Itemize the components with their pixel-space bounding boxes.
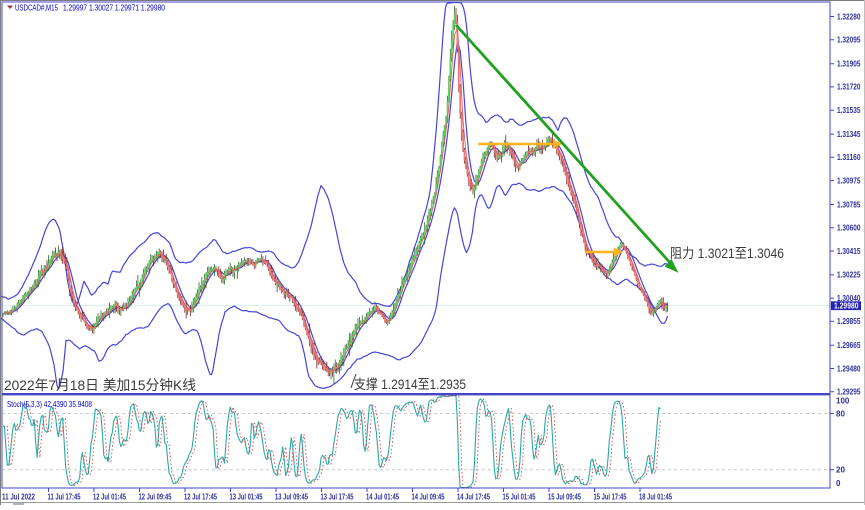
svg-text:1.29665: 1.29665 xyxy=(837,341,861,350)
svg-text:1.32280: 1.32280 xyxy=(837,12,861,21)
svg-text:1.31345: 1.31345 xyxy=(837,130,861,139)
svg-text:1.29855: 1.29855 xyxy=(837,317,861,326)
svg-text:1.29295: 1.29295 xyxy=(837,388,861,397)
svg-text:1.30040: 1.30040 xyxy=(837,294,861,303)
svg-text:15 Jul 01:45: 15 Jul 01:45 xyxy=(503,493,536,502)
svg-text:15 Jul 09:45: 15 Jul 09:45 xyxy=(548,493,581,502)
svg-text:12 Jul 01:45: 12 Jul 01:45 xyxy=(93,493,126,502)
svg-text:20: 20 xyxy=(836,466,845,475)
svg-text:阻力 1.3021至1.3046: 阻力 1.3021至1.3046 xyxy=(670,246,784,261)
svg-text:11 Jul 17:45: 11 Jul 17:45 xyxy=(48,493,81,502)
svg-text:14 Jul 01:45: 14 Jul 01:45 xyxy=(366,493,399,502)
svg-text:1.29480: 1.29480 xyxy=(837,364,861,373)
svg-text:13 Jul 01:45: 13 Jul 01:45 xyxy=(230,493,263,502)
svg-text:1.30415: 1.30415 xyxy=(837,247,861,256)
svg-text:14 Jul 09:45: 14 Jul 09:45 xyxy=(412,493,445,502)
svg-text:2022年7月18日 美加15分钟K线: 2022年7月18日 美加15分钟K线 xyxy=(4,377,196,393)
svg-text:14 Jul 17:45: 14 Jul 17:45 xyxy=(457,493,490,502)
svg-text:支撑 1.2914至1.2935: 支撑 1.2914至1.2935 xyxy=(354,377,466,392)
svg-text:USDCAD#,M15: USDCAD#,M15 xyxy=(15,3,58,13)
svg-text:13 Jul 17:45: 13 Jul 17:45 xyxy=(321,493,354,502)
svg-text:1.30225: 1.30225 xyxy=(837,271,861,280)
svg-text:1.30600: 1.30600 xyxy=(837,224,861,233)
svg-text:1.29980: 1.29980 xyxy=(834,302,859,311)
svg-text:1.30785: 1.30785 xyxy=(837,200,861,209)
svg-text:13 Jul 09:45: 13 Jul 09:45 xyxy=(275,493,308,502)
svg-text:0: 0 xyxy=(836,479,841,488)
svg-text:12 Jul 17:45: 12 Jul 17:45 xyxy=(184,493,217,502)
svg-text:100: 100 xyxy=(836,397,850,406)
svg-text:1.30975: 1.30975 xyxy=(837,176,861,185)
svg-text:1.29997 1.30027 1.29971 1.2998: 1.29997 1.30027 1.29971 1.29980 xyxy=(63,3,165,13)
svg-text:80: 80 xyxy=(836,409,845,418)
svg-text:1.31535: 1.31535 xyxy=(837,106,861,115)
svg-text:11 Jul 2022: 11 Jul 2022 xyxy=(2,493,35,502)
svg-text:18 Jul 01:45: 18 Jul 01:45 xyxy=(639,493,672,502)
svg-text:15 Jul 17:45: 15 Jul 17:45 xyxy=(594,493,627,502)
svg-text:1.32095: 1.32095 xyxy=(837,36,861,45)
svg-text:Stoch(5,3,3) 42.4390 35.9408: Stoch(5,3,3) 42.4390 35.9408 xyxy=(7,399,92,409)
svg-text:1.31160: 1.31160 xyxy=(837,153,861,162)
svg-text:1.31905: 1.31905 xyxy=(837,60,861,69)
svg-text:12 Jul 09:45: 12 Jul 09:45 xyxy=(139,493,172,502)
svg-text:1.31720: 1.31720 xyxy=(837,83,861,92)
